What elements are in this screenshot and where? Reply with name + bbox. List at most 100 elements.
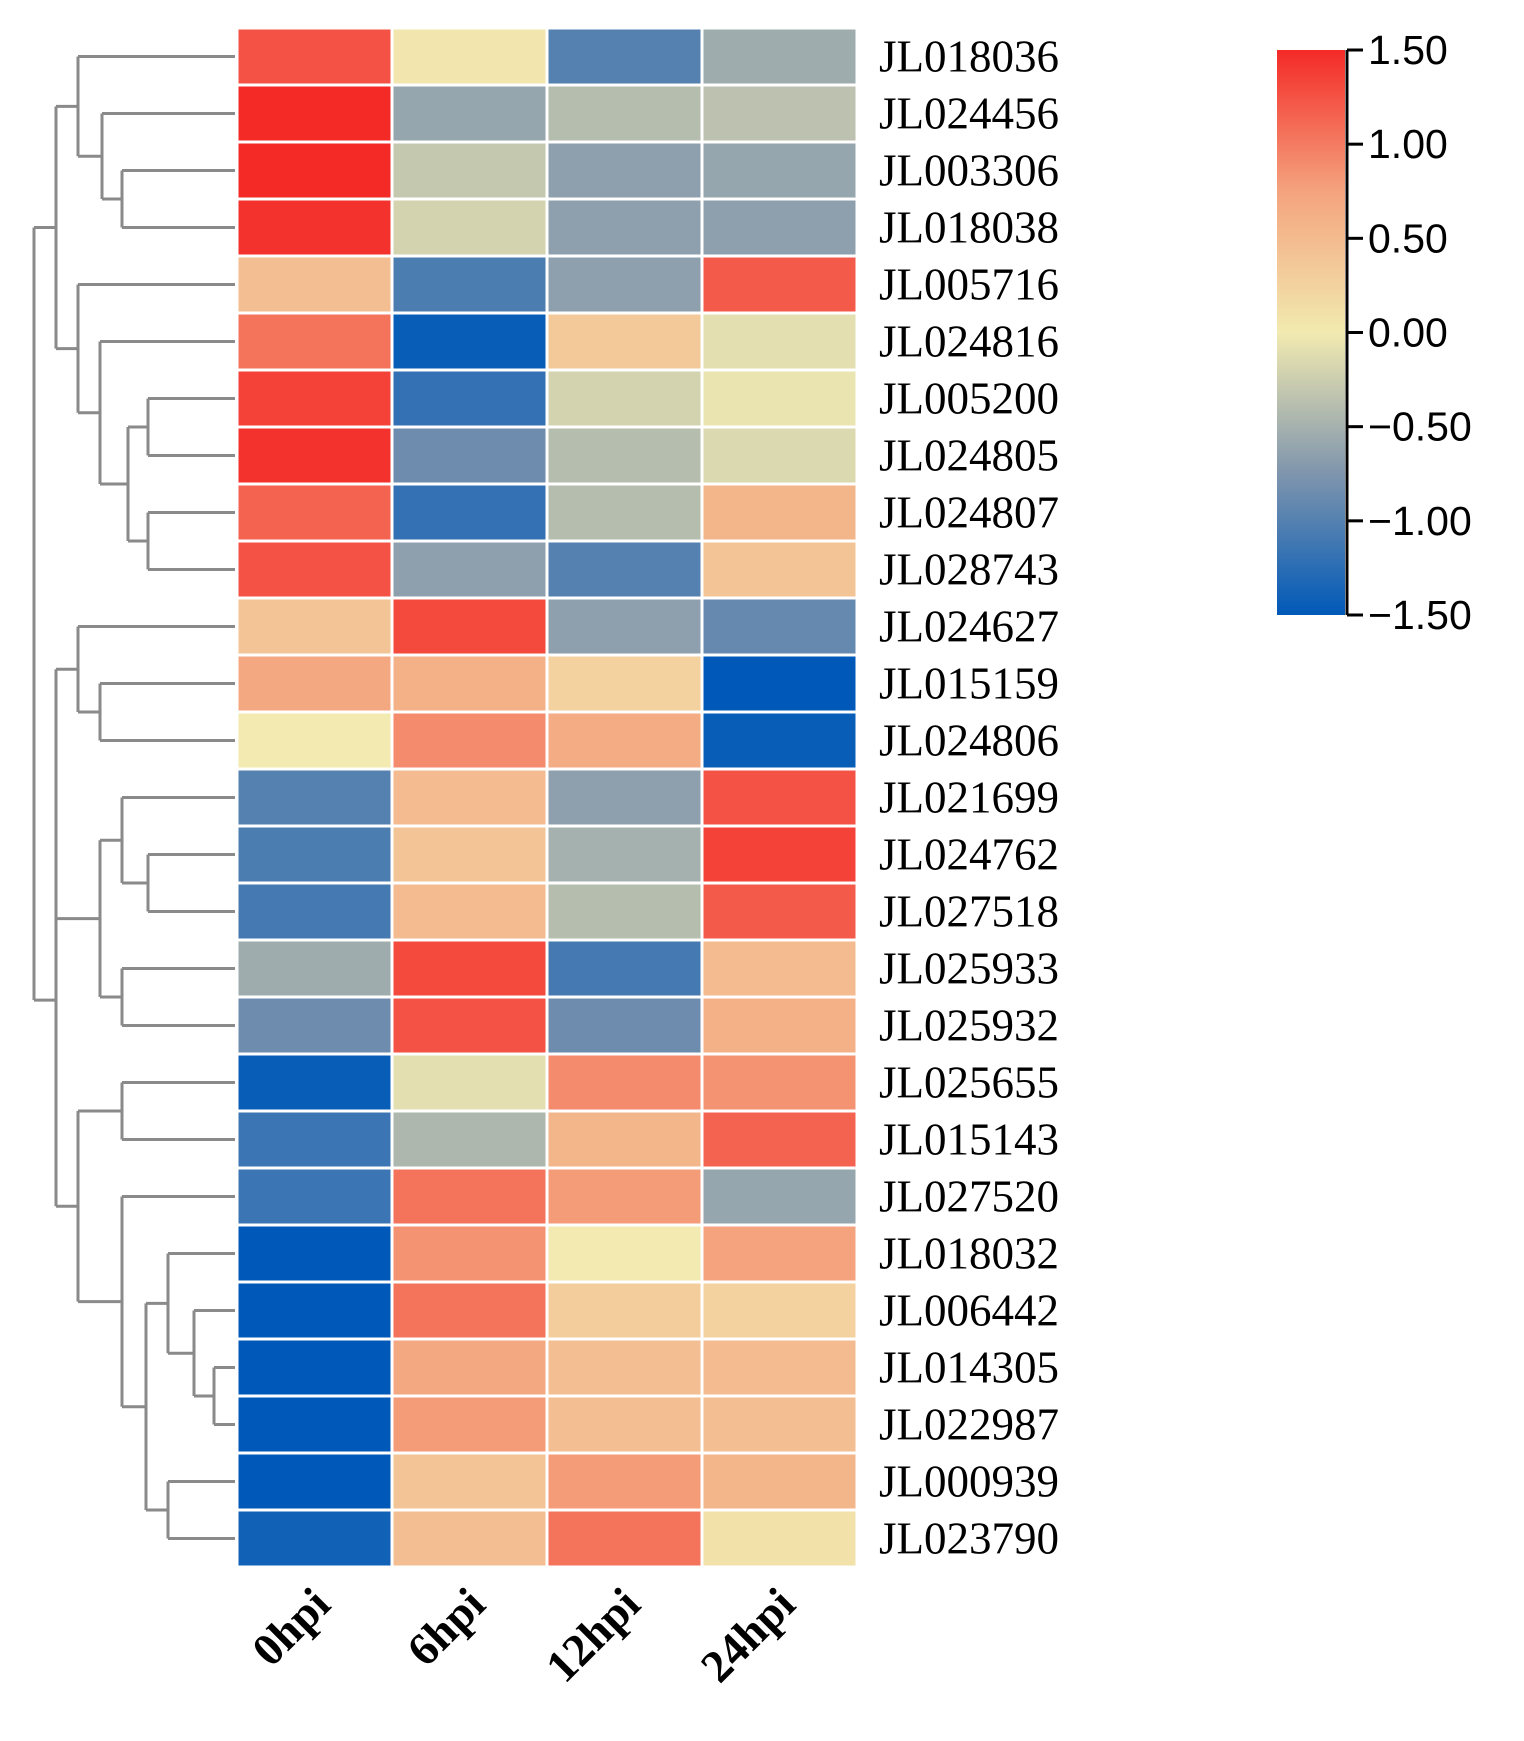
colorbar: 1.50 1.00 0.50 0.00 −0.50 −1.00 −1.50 (1277, 27, 1472, 638)
heatmap-cell (545, 1280, 704, 1341)
heatmap-cell (390, 482, 549, 543)
column-label: 24hpi (691, 1578, 805, 1692)
heatmap-cell (545, 1109, 704, 1170)
heatmap-cell (235, 26, 394, 87)
heatmap-cell (545, 311, 704, 372)
heatmap-cell (390, 1337, 549, 1398)
heatmap-cell (235, 368, 394, 429)
heatmap-cell (700, 254, 859, 315)
heatmap-cell (390, 881, 549, 942)
row-dendrogram (32, 55, 235, 1540)
heatmap-cell (390, 767, 549, 828)
heatmap-cell (700, 938, 859, 999)
heatmap-cell (235, 83, 394, 144)
colorbar-tick-label: −1.50 (1368, 592, 1472, 638)
heatmap-cell (235, 425, 394, 486)
colorbar-tick-label: 0.50 (1368, 215, 1448, 261)
row-label: JL028743 (879, 545, 1059, 595)
heatmap-cell (235, 1451, 394, 1512)
heatmap-cell (235, 938, 394, 999)
heatmap-cell (545, 368, 704, 429)
heatmap-cell (545, 881, 704, 942)
row-labels: JL018036 JL024456 JL003306 JL018038 JL005716… (879, 32, 1059, 1564)
heatmap-cell (545, 596, 704, 657)
heatmap-cell (390, 197, 549, 258)
heatmap-cell (545, 938, 704, 999)
heatmap-cell (545, 254, 704, 315)
row-label: JL014305 (879, 1343, 1059, 1393)
row-label: JL024627 (879, 602, 1059, 652)
row-label: JL018032 (879, 1229, 1059, 1279)
row-label: JL027518 (879, 887, 1059, 937)
row-label: JL025933 (879, 944, 1059, 994)
heatmap-cell (390, 311, 549, 372)
heatmap-cell (235, 653, 394, 714)
heatmap-cell (390, 83, 549, 144)
heatmap-cell (545, 1223, 704, 1284)
heatmap-cell (235, 824, 394, 885)
heatmap-cell (700, 368, 859, 429)
heatmap-cell (700, 596, 859, 657)
row-label: JL005200 (879, 374, 1059, 424)
heatmap-cell (700, 1451, 859, 1512)
heatmap-cell (235, 1052, 394, 1113)
heatmap-cell (545, 482, 704, 543)
heatmap-cell (700, 311, 859, 372)
row-label: JL015159 (879, 659, 1059, 709)
heatmap-cell (390, 938, 549, 999)
heatmap-cell (235, 881, 394, 942)
column-label: 6hpi (397, 1578, 495, 1676)
row-label: JL006442 (879, 1286, 1059, 1336)
heatmap-cell (390, 1109, 549, 1170)
row-label: JL024456 (879, 89, 1059, 139)
heatmap-cell (700, 1394, 859, 1455)
row-label: JL003306 (879, 146, 1059, 196)
heatmap-cell (700, 1166, 859, 1227)
heatmap-cell (390, 1166, 549, 1227)
heatmap-cells (235, 26, 859, 1569)
heatmap-cell (545, 197, 704, 258)
heatmap-cell (390, 653, 549, 714)
row-label: JL025655 (879, 1058, 1059, 1108)
heatmap-cell (390, 824, 549, 885)
heatmap-cell (390, 1052, 549, 1113)
row-label: JL005716 (879, 260, 1059, 310)
heatmap-cell (545, 1451, 704, 1512)
heatmap-cell (700, 824, 859, 885)
column-labels: 0hpi 6hpi 12hpi 24hpi (242, 1578, 805, 1692)
heatmap-cell (235, 596, 394, 657)
heatmap-cell (390, 596, 549, 657)
heatmap-cell (545, 83, 704, 144)
heatmap-cell (545, 995, 704, 1056)
heatmap-cell (700, 1052, 859, 1113)
heatmap-cell (235, 1337, 394, 1398)
row-label: JL024805 (879, 431, 1059, 481)
heatmap-cell (390, 1394, 549, 1455)
heatmap-cell (390, 1223, 549, 1284)
heatmap-cell (545, 539, 704, 600)
row-label: JL027520 (879, 1172, 1059, 1222)
heatmap-cell (545, 1166, 704, 1227)
row-label: JL024807 (879, 488, 1059, 538)
row-label: JL024806 (879, 716, 1059, 766)
heatmap-cell (700, 1223, 859, 1284)
heatmap-cell (390, 995, 549, 1056)
heatmap-cell (700, 653, 859, 714)
heatmap-cell (700, 26, 859, 87)
heatmap-cell (235, 197, 394, 258)
heatmap-cell (235, 1166, 394, 1227)
heatmap-cell (545, 26, 704, 87)
heatmap-cell (235, 311, 394, 372)
heatmap-cell (700, 1337, 859, 1398)
heatmap-cell (700, 83, 859, 144)
heatmap-cell (235, 254, 394, 315)
colorbar-gradient (1277, 50, 1345, 615)
heatmap-cell (390, 425, 549, 486)
heatmap-cell (700, 995, 859, 1056)
heatmap-cell (235, 710, 394, 771)
heatmap-cell (235, 482, 394, 543)
column-label: 12hpi (536, 1578, 650, 1692)
heatmap-cell (545, 1052, 704, 1113)
heatmap-cell (235, 1394, 394, 1455)
